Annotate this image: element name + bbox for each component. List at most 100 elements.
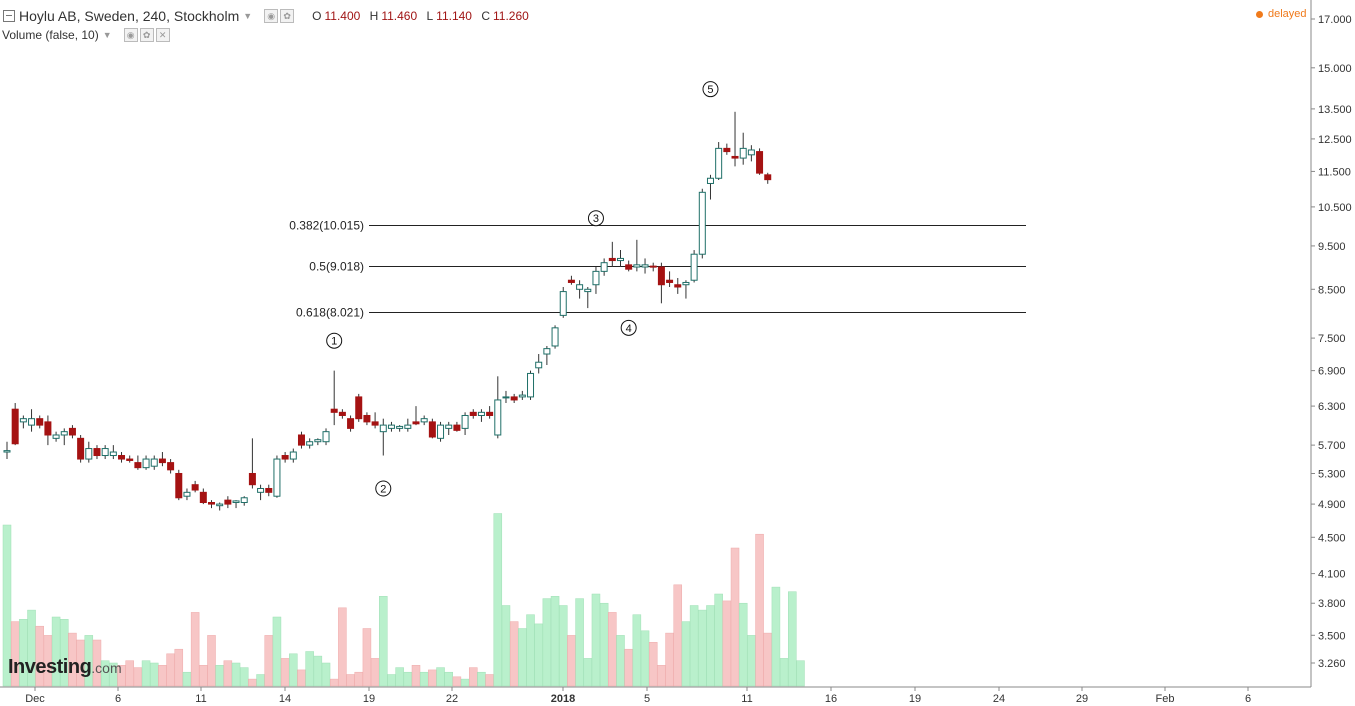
candle [281, 452, 289, 463]
eye-icon[interactable]: ◉ [264, 9, 279, 23]
volume-bar [338, 607, 347, 687]
volume-bar [395, 667, 404, 687]
candle [420, 415, 428, 426]
candle-body [690, 253, 698, 281]
candle [739, 132, 747, 165]
volume-bar [452, 676, 462, 687]
wave-label-circle [587, 210, 604, 227]
candle [191, 480, 199, 493]
candle [183, 488, 191, 501]
candle-body [698, 191, 706, 255]
candle [93, 445, 101, 460]
candle [625, 260, 633, 272]
volume-bar [558, 605, 568, 687]
volume-indicator-label[interactable]: Volume (false, 10) [2, 28, 99, 42]
volume-bar [199, 665, 208, 687]
candle [330, 370, 338, 426]
volume-bar [264, 635, 274, 687]
candle [240, 496, 248, 506]
candle-body [199, 491, 207, 504]
price-tick-label: 4.900 [1318, 499, 1346, 511]
candle [44, 415, 52, 446]
price-tick-label: 11.500 [1318, 166, 1351, 178]
candle-body [60, 431, 68, 436]
candle [379, 418, 387, 456]
candle [118, 452, 126, 463]
candle-body [617, 257, 624, 262]
candle-body [428, 421, 436, 438]
volume-bar [689, 605, 699, 687]
candle-body [347, 418, 355, 429]
eye-icon[interactable]: ◉ [123, 28, 138, 42]
wave-label: 2 [375, 480, 392, 497]
candle-body [527, 372, 535, 398]
time-tick-label: 5 [644, 693, 650, 705]
close-icon[interactable]: ✕ [155, 28, 170, 42]
volume-bar [141, 660, 151, 687]
close-key: C [481, 9, 490, 23]
candle [224, 496, 232, 509]
candle-body [52, 434, 60, 439]
candle [216, 502, 224, 511]
candle-body [666, 279, 674, 283]
candle-body [387, 424, 395, 429]
candle [600, 258, 608, 276]
volume-bar [125, 660, 134, 687]
candle-body [379, 424, 387, 433]
candle [469, 409, 477, 419]
candle [608, 241, 616, 268]
candle [126, 455, 134, 463]
candle-body [715, 147, 723, 179]
candle [19, 415, 27, 429]
volume-bar [534, 623, 543, 687]
time-tick-label: Dec [25, 693, 45, 705]
candle [592, 267, 600, 294]
price-tick-label: 6.900 [1318, 366, 1346, 378]
candle-body [584, 288, 592, 293]
candle-body [183, 491, 191, 497]
candle [404, 418, 412, 432]
price-tick-label: 6.300 [1318, 401, 1346, 413]
candle [175, 469, 183, 501]
volume-bar [133, 667, 143, 687]
candle [150, 455, 158, 470]
price-tick-label: 17.000 [1318, 14, 1352, 26]
chevron-down-icon[interactable]: ▼ [102, 30, 112, 40]
candle-body [208, 502, 215, 505]
candle-body [608, 257, 616, 262]
status-badge: delayed [1256, 8, 1307, 20]
volume-bar [419, 671, 429, 687]
wave-label-text: 2 [380, 483, 386, 495]
candle-body [559, 291, 567, 316]
candle-body [3, 450, 11, 453]
candle-body [731, 155, 739, 159]
volume-bar [796, 660, 805, 687]
gear-icon[interactable]: ✿ [280, 9, 295, 23]
candle-body [314, 439, 322, 443]
candle [322, 428, 330, 446]
candle-body [486, 411, 494, 416]
candle [723, 143, 731, 155]
candle-body [93, 448, 101, 457]
candle [715, 142, 723, 180]
candle [576, 280, 584, 299]
candle-body [518, 394, 526, 398]
time-tick-label: 2018 [551, 693, 575, 705]
volume-bar [575, 598, 584, 687]
volume-bar [207, 635, 216, 687]
candle [265, 484, 273, 497]
candle-body [134, 462, 142, 469]
hamburger-icon[interactable] [3, 10, 15, 22]
gear-icon[interactable]: ✿ [139, 28, 154, 42]
candle [36, 415, 44, 429]
volume-bar [599, 602, 609, 687]
volume-bar [550, 596, 560, 687]
candle [199, 488, 207, 505]
candle-body [747, 149, 755, 156]
status-dot-icon [1256, 10, 1263, 18]
chevron-down-icon[interactable]: ▼ [243, 11, 253, 21]
candle [551, 325, 559, 349]
wave-label: 5 [702, 81, 719, 98]
symbol-title[interactable]: Hoylu AB, Sweden, 240, Stockholm [19, 8, 240, 24]
